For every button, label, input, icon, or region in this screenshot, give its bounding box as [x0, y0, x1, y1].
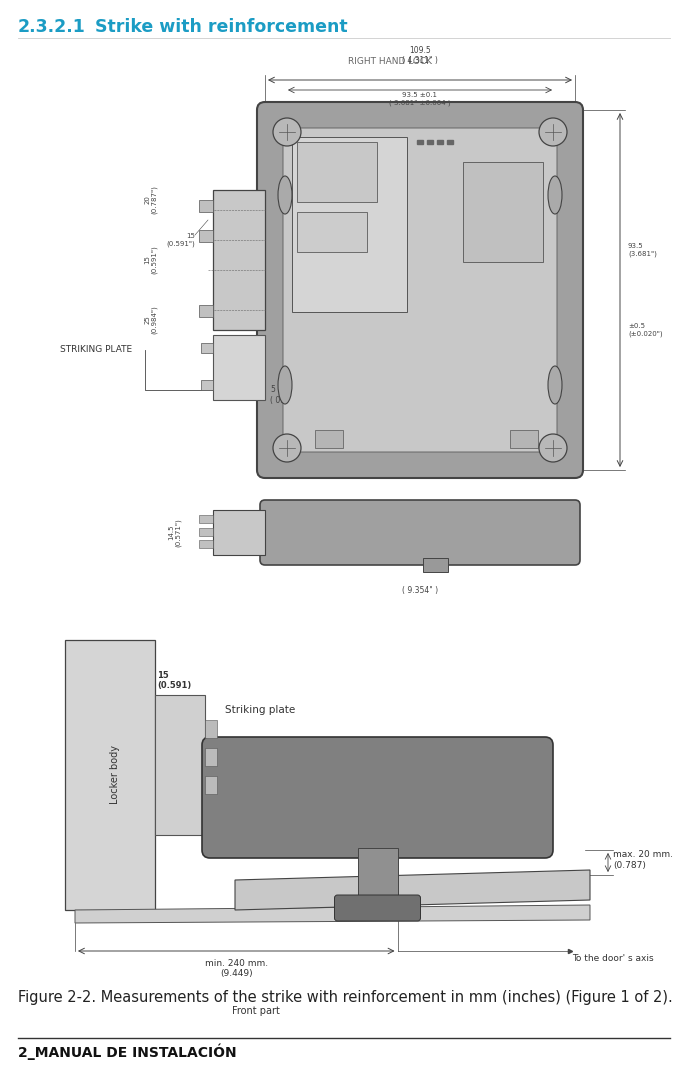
- Ellipse shape: [278, 366, 292, 404]
- Bar: [315, 430, 343, 448]
- Bar: [201, 379, 213, 390]
- Text: min. 240 mm.
(9.449): min. 240 mm. (9.449): [205, 959, 268, 979]
- Bar: [422, 559, 447, 572]
- Bar: [205, 720, 217, 738]
- Ellipse shape: [278, 176, 292, 214]
- Text: 25
(0.984"): 25 (0.984"): [144, 306, 158, 334]
- Text: 5
( 0.197 ): 5 ( 0.197 ): [270, 385, 303, 405]
- Bar: [427, 140, 433, 144]
- Bar: [213, 334, 265, 400]
- FancyBboxPatch shape: [334, 895, 420, 921]
- Circle shape: [539, 118, 567, 146]
- Polygon shape: [75, 905, 590, 923]
- Bar: [205, 748, 217, 766]
- Ellipse shape: [548, 366, 562, 404]
- Text: 15
(0.591"): 15 (0.591"): [144, 245, 158, 274]
- Bar: [199, 515, 213, 523]
- Text: Striking plate: Striking plate: [225, 705, 295, 715]
- Bar: [292, 137, 407, 312]
- Text: 20
(0.787"): 20 (0.787"): [144, 185, 158, 214]
- Circle shape: [273, 434, 301, 462]
- FancyBboxPatch shape: [257, 102, 583, 478]
- Bar: [358, 848, 398, 900]
- Bar: [201, 343, 213, 353]
- FancyBboxPatch shape: [283, 128, 557, 452]
- Text: To the door' s axis: To the door' s axis: [572, 954, 654, 963]
- Text: 14.5
(0.571"): 14.5 (0.571"): [169, 518, 182, 547]
- Circle shape: [273, 118, 301, 146]
- Bar: [205, 776, 217, 794]
- Text: max. 20 mm.
(0.787): max. 20 mm. (0.787): [613, 850, 673, 869]
- Text: Locker door: Locker door: [506, 878, 563, 888]
- Bar: [447, 140, 453, 144]
- Text: 109.5
( 4.311" ): 109.5 ( 4.311" ): [402, 46, 438, 65]
- Bar: [437, 140, 443, 144]
- Polygon shape: [65, 640, 155, 910]
- Text: 2_MANUAL DE INSTALACIÓN: 2_MANUAL DE INSTALACIÓN: [18, 1044, 237, 1060]
- Bar: [213, 510, 265, 555]
- Text: Strike with reinforcement: Strike with reinforcement: [95, 18, 347, 36]
- Text: ±0.5
(±0.020"): ±0.5 (±0.020"): [628, 324, 663, 337]
- Text: 2.3.2.1: 2.3.2.1: [18, 18, 86, 36]
- Text: STRIKING PLATE: STRIKING PLATE: [60, 345, 132, 355]
- Text: ( 9.354" ): ( 9.354" ): [402, 585, 438, 595]
- Bar: [199, 230, 213, 242]
- Bar: [199, 540, 213, 548]
- Bar: [213, 190, 265, 330]
- Bar: [297, 142, 377, 202]
- Text: 93.5 ±0.1
( 3.681" ±0.004 ): 93.5 ±0.1 ( 3.681" ±0.004 ): [389, 92, 451, 105]
- Bar: [297, 212, 367, 252]
- Bar: [417, 140, 423, 144]
- Text: Front part: Front part: [233, 1006, 280, 1016]
- Bar: [155, 695, 205, 835]
- Bar: [199, 528, 213, 536]
- Bar: [199, 200, 213, 212]
- Bar: [199, 306, 213, 317]
- Text: 93.5
(3.681"): 93.5 (3.681"): [628, 243, 657, 257]
- Bar: [463, 162, 543, 262]
- Polygon shape: [235, 870, 590, 910]
- FancyBboxPatch shape: [260, 500, 580, 565]
- Text: 15
(0.591): 15 (0.591): [157, 671, 191, 690]
- FancyBboxPatch shape: [202, 738, 553, 858]
- Circle shape: [539, 434, 567, 462]
- Bar: [510, 430, 538, 448]
- Text: RIGHT HAND LOCK: RIGHT HAND LOCK: [348, 57, 432, 66]
- Ellipse shape: [548, 176, 562, 214]
- Text: Figure 2-2. Measurements of the strike with reinforcement in mm (inches) (Figure: Figure 2-2. Measurements of the strike w…: [18, 991, 673, 1006]
- Text: 15
(0.591"): 15 (0.591"): [166, 234, 195, 247]
- Text: Locker body: Locker body: [110, 745, 120, 804]
